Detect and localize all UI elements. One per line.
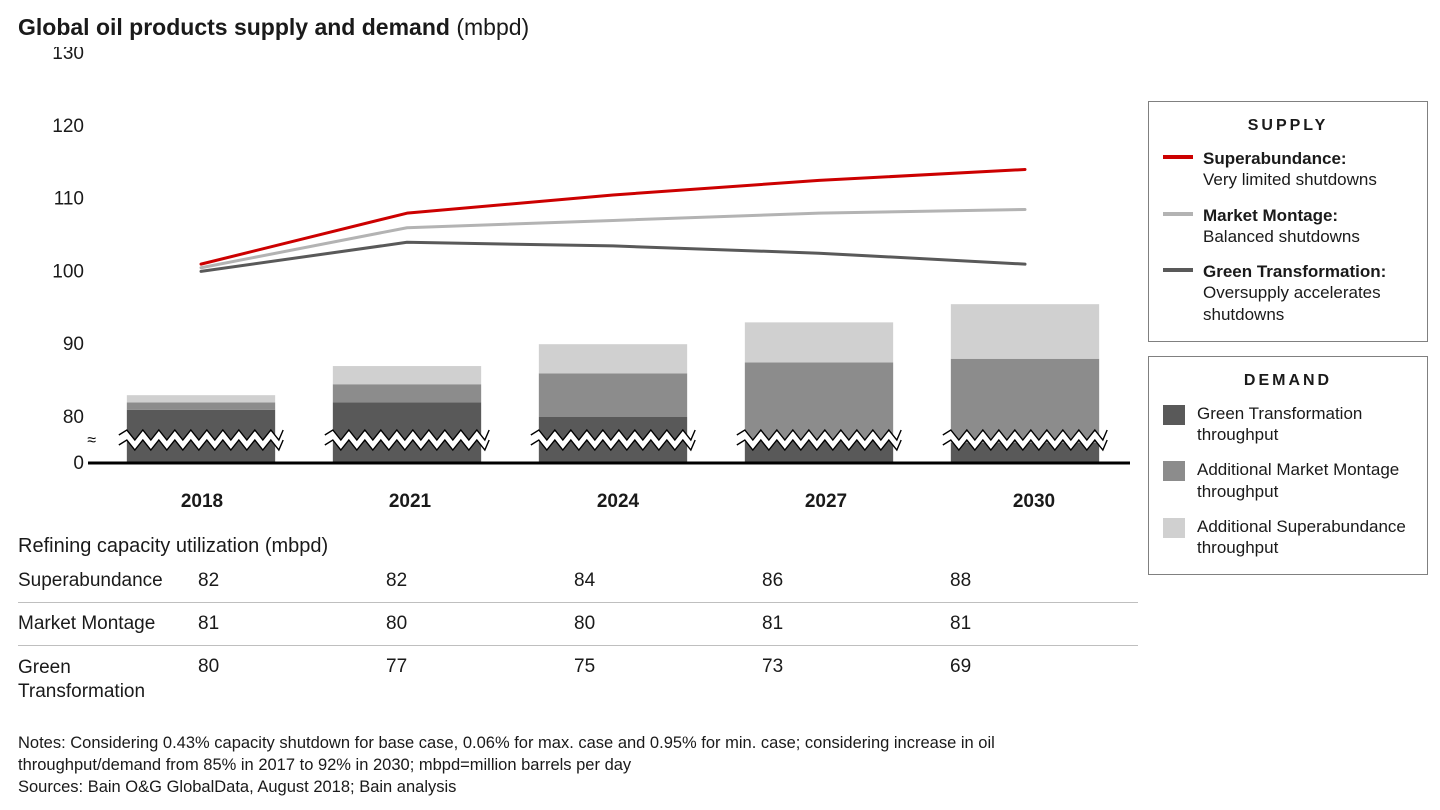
table-cell: 80 <box>198 646 386 714</box>
table-cell: 81 <box>198 603 386 646</box>
legend-box-swatch <box>1163 461 1185 481</box>
legend-box-swatch <box>1163 405 1185 425</box>
legend-demand-item: Additional Market Montage throughput <box>1163 459 1413 502</box>
table-cell: 86 <box>762 560 950 603</box>
x-axis-year: 2021 <box>306 491 514 513</box>
chart-area: 0 80 90 100 110 120 130 ≈ <box>18 47 1138 487</box>
svg-text:0: 0 <box>73 453 84 474</box>
legend-demand-item: Additional Superabundance throughput <box>1163 516 1413 559</box>
chart-title: Global oil products supply and demand (m… <box>18 14 1422 41</box>
table-row-header: Superabundance <box>18 560 198 603</box>
x-axis-year: 2027 <box>722 491 930 513</box>
footnotes: Notes: Considering 0.43% capacity shutdo… <box>18 732 1138 799</box>
table-cell: 84 <box>574 560 762 603</box>
legend-box-swatch <box>1163 518 1185 538</box>
table-cell: 88 <box>950 560 1138 603</box>
legend-demand-label: Additional Superabundance throughput <box>1197 516 1413 559</box>
legend-demand-label: Green Transformation throughput <box>1197 403 1413 446</box>
table-cell: 75 <box>574 646 762 714</box>
legend-supply-heading: SUPPLY <box>1163 116 1413 136</box>
legend-line-swatch <box>1163 212 1193 216</box>
svg-text:80: 80 <box>63 407 84 428</box>
right-column: SUPPLY Superabundance:Very limited shutd… <box>1148 47 1428 798</box>
legend-line-swatch <box>1163 268 1193 272</box>
table-cell: 77 <box>386 646 574 714</box>
legend-supply-item: Market Montage:Balanced shutdowns <box>1163 205 1413 248</box>
x-axis-labels: 20182021202420272030 <box>18 491 1138 513</box>
svg-text:100: 100 <box>52 261 84 282</box>
footnote-sources: Sources: Bain O&G GlobalData, August 201… <box>18 776 1138 798</box>
legend-line-swatch <box>1163 155 1193 159</box>
table-cell: 80 <box>574 603 762 646</box>
x-axis-year: 2024 <box>514 491 722 513</box>
legend-demand: DEMAND Green Transformation throughput Ad… <box>1148 356 1428 576</box>
legend-supply-label: Green Transformation:Oversupply accelera… <box>1203 261 1413 325</box>
legend-supply-item: Green Transformation:Oversupply accelera… <box>1163 261 1413 325</box>
chart-svg: 0 80 90 100 110 120 130 ≈ <box>18 47 1138 487</box>
table-cell: 73 <box>762 646 950 714</box>
left-column: 08090100110120130≈ 20182021202420272030 … <box>18 47 1138 798</box>
x-axis-year: 2018 <box>98 491 306 513</box>
svg-text:130: 130 <box>52 47 84 64</box>
chart-title-main: Global oil products supply and demand <box>18 14 450 40</box>
svg-text:90: 90 <box>63 334 84 355</box>
table-cell: 82 <box>386 560 574 603</box>
legend-supply-item: Superabundance:Very limited shutdowns <box>1163 148 1413 191</box>
legend-supply-label: Superabundance:Very limited shutdowns <box>1203 148 1413 191</box>
legend-supply: SUPPLY Superabundance:Very limited shutd… <box>1148 101 1428 342</box>
table-cell: 81 <box>762 603 950 646</box>
legend-demand-item: Green Transformation throughput <box>1163 403 1413 446</box>
legend-demand-label: Additional Market Montage throughput <box>1197 459 1413 502</box>
footnote-notes: Notes: Considering 0.43% capacity shutdo… <box>18 732 1138 777</box>
table-title-main: Refining capacity utilization <box>18 535 259 557</box>
svg-text:120: 120 <box>52 116 84 137</box>
x-axis-year: 2030 <box>930 491 1138 513</box>
legend-demand-heading: DEMAND <box>1163 371 1413 391</box>
svg-text:110: 110 <box>54 189 84 210</box>
legend-supply-label: Market Montage:Balanced shutdowns <box>1203 205 1413 248</box>
svg-text:≈: ≈ <box>87 432 96 449</box>
table-cell: 69 <box>950 646 1138 714</box>
utilization-table: Superabundance8282848688Market Montage81… <box>18 560 1138 714</box>
table-row-header: Green Transformation <box>18 646 198 714</box>
table-row-header: Market Montage <box>18 603 198 646</box>
table-cell: 80 <box>386 603 574 646</box>
table-title: Refining capacity utilization (mbpd) <box>18 535 1138 558</box>
chart-title-unit: (mbpd) <box>456 14 529 40</box>
table-cell: 82 <box>198 560 386 603</box>
table-title-unit: (mbpd) <box>265 535 328 557</box>
table-cell: 81 <box>950 603 1138 646</box>
